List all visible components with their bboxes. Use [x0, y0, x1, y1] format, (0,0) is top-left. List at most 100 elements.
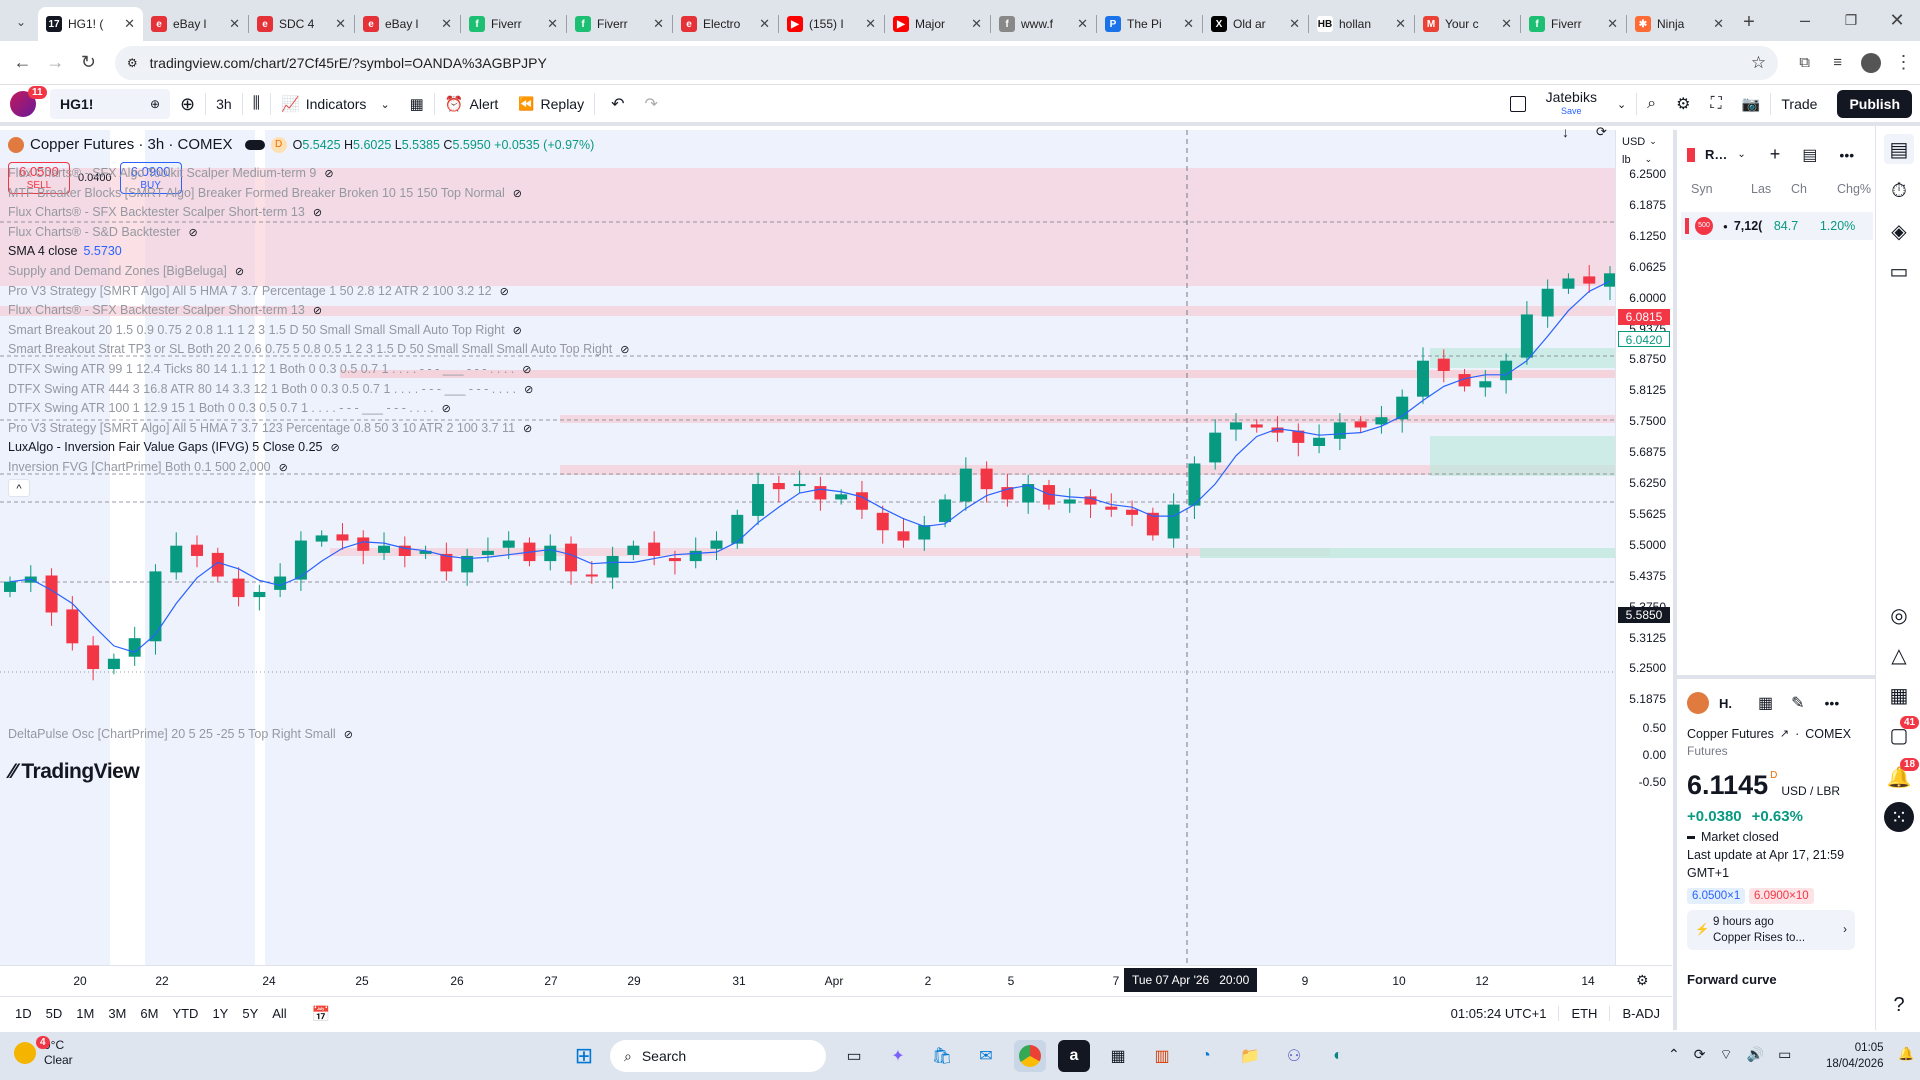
- tab-search-icon[interactable]: ⌄: [15, 15, 27, 29]
- notifications-bell-icon[interactable]: 🔔: [1886, 766, 1912, 789]
- browser-tab[interactable]: f Fiverr ✕: [567, 7, 672, 41]
- chevron-down-icon[interactable]: ⌄: [1737, 149, 1746, 160]
- browser-tab[interactable]: X Old ar ✕: [1203, 7, 1308, 41]
- help-icon[interactable]: ?: [1893, 993, 1905, 1016]
- hidden-eye-icon[interactable]: ⊘: [312, 305, 323, 318]
- news-card[interactable]: ⚡ 9 hours ago Copper Rises to... ›: [1687, 910, 1855, 950]
- indicator-label[interactable]: Flux Charts® - SFX Backtester Scalper Sh…: [8, 303, 323, 318]
- grid-icon[interactable]: ▦: [1758, 695, 1774, 712]
- publish-button[interactable]: Publish: [1837, 90, 1912, 118]
- apps-grid-icon[interactable]: ⁙: [1884, 802, 1914, 832]
- unit-selector[interactable]: lb ⌄: [1622, 154, 1653, 166]
- hidden-eye-icon[interactable]: ⊘: [343, 729, 353, 741]
- screener-icon[interactable]: △: [1891, 644, 1907, 667]
- watchlist-icon[interactable]: ▤: [1884, 134, 1914, 164]
- layout-name-button[interactable]: Jatebiks Save: [1536, 84, 1607, 124]
- indicators-button[interactable]: 📈 Indicators ⌄: [271, 84, 400, 124]
- tab-close-icon[interactable]: ✕: [1713, 16, 1724, 31]
- teams-icon[interactable]: ⚇: [1286, 1048, 1302, 1065]
- browser-tab[interactable]: e eBay l ✕: [143, 7, 248, 41]
- alert-button[interactable]: ⏰ Alert: [435, 84, 508, 124]
- system-tray[interactable]: ⌃ ⟳ ⌔ 🔊 ▭: [1668, 1046, 1791, 1064]
- range-button-ytd[interactable]: YTD: [172, 1006, 199, 1021]
- chat-icon[interactable]: ▭: [1889, 260, 1909, 283]
- external-link-icon[interactable]: ↗: [1779, 728, 1790, 740]
- indicator-label[interactable]: Flux Charts® - S&D Backtester ⊘: [8, 224, 198, 239]
- bookmark-star-icon[interactable]: ☆: [1750, 52, 1767, 72]
- photos-icon[interactable]: ◔: [1201, 1047, 1211, 1064]
- adjustment-button[interactable]: B-ADJ: [1609, 1006, 1672, 1021]
- tab-close-icon[interactable]: ✕: [971, 16, 982, 31]
- indicator-label[interactable]: Supply and Demand Zones [BigBeluga] ⊘: [8, 264, 245, 278]
- axis-settings-gear-icon[interactable]: ⚙: [1636, 972, 1649, 988]
- task-view-icon[interactable]: ▭: [846, 1048, 862, 1065]
- tab-close-icon[interactable]: ✕: [759, 16, 770, 31]
- watchlist-col-header[interactable]: Ch: [1791, 182, 1807, 196]
- back-icon[interactable]: ←: [13, 52, 32, 72]
- new-tab-button[interactable]: +: [1743, 10, 1755, 33]
- file-explorer-icon[interactable]: 📁: [1240, 1048, 1260, 1065]
- profile-avatar[interactable]: [1854, 46, 1887, 80]
- more-options-icon[interactable]: •••: [1839, 146, 1855, 163]
- tab-close-icon[interactable]: ✕: [441, 16, 452, 31]
- chrome-icon[interactable]: [1014, 1040, 1046, 1072]
- browser-tab[interactable]: f Fiverr ✕: [1521, 7, 1626, 41]
- hidden-eye-icon[interactable]: ⊘: [441, 403, 451, 416]
- indicator-label[interactable]: LuxAlgo - Inversion Fair Value Gaps (IFV…: [8, 440, 340, 455]
- hidden-eye-icon[interactable]: ⊘: [330, 442, 340, 455]
- currency-selector[interactable]: USD ⌄: [1622, 136, 1657, 148]
- outlook-icon[interactable]: ✉: [979, 1048, 993, 1065]
- watchlist-col-header[interactable]: Syn: [1691, 182, 1713, 196]
- trade-button[interactable]: Trade: [1781, 96, 1818, 112]
- tab-close-icon[interactable]: ✕: [1077, 16, 1088, 31]
- tab-close-icon[interactable]: ✕: [865, 16, 876, 31]
- symbol-search[interactable]: HG1! ⊕: [50, 89, 170, 119]
- browser-tab[interactable]: P The Pi ✕: [1097, 7, 1202, 41]
- notification-bell-icon[interactable]: 🔔: [1898, 1046, 1915, 1061]
- windows-start-icon[interactable]: ⊞: [574, 1043, 594, 1068]
- bid-badge[interactable]: 6.0500×1: [1687, 888, 1746, 904]
- browser-tab[interactable]: HB hollan ✕: [1309, 7, 1414, 41]
- indicator-label[interactable]: Flux Charts® - SFX Backtester Scalper Sh…: [8, 205, 323, 220]
- hidden-eye-icon[interactable]: ⊘: [312, 207, 323, 220]
- alerts-clock-icon[interactable]: ⏱: [1891, 179, 1907, 202]
- browser-menu-icon[interactable]: ⋮: [1894, 52, 1913, 72]
- object-tree-icon[interactable]: ◈: [1891, 220, 1907, 243]
- hidden-eye-icon[interactable]: ⊘: [234, 266, 245, 278]
- apps-icon[interactable]: ▦: [1110, 1048, 1126, 1065]
- compare-add-icon[interactable]: ⊕: [180, 93, 196, 114]
- tab-close-icon[interactable]: ✕: [335, 16, 346, 31]
- hidden-eye-icon[interactable]: ⊘: [278, 462, 288, 474]
- calendar-icon[interactable]: ▦: [1889, 684, 1909, 707]
- more-options-icon[interactable]: •••: [1824, 695, 1840, 711]
- tab-close-icon[interactable]: ✕: [229, 16, 240, 31]
- details-name[interactable]: Copper Futures: [1687, 727, 1774, 741]
- reload-icon[interactable]: ↻: [80, 52, 96, 72]
- templates-icon[interactable]: ▦: [409, 96, 424, 113]
- hidden-eye-icon[interactable]: ⊘: [524, 383, 534, 396]
- price-chart-svg[interactable]: [0, 130, 1615, 965]
- browser-tab[interactable]: e SDC 4 ✕: [249, 7, 354, 41]
- watchlist-row[interactable]: 500 ● 7,12( 84.7 1.20%: [1681, 212, 1873, 240]
- tab-close-icon[interactable]: ✕: [653, 16, 664, 31]
- minimize-button[interactable]: –: [1799, 9, 1810, 30]
- range-button-3m[interactable]: 3M: [108, 1006, 127, 1021]
- hidden-eye-icon[interactable]: ⊘: [523, 422, 533, 435]
- range-button-1y[interactable]: 1Y: [212, 1006, 229, 1021]
- site-info-icon[interactable]: ⚙: [126, 55, 138, 70]
- weather-widget[interactable]: 4 9°C Clear: [14, 1036, 73, 1068]
- tab-close-icon[interactable]: ✕: [1395, 16, 1406, 31]
- hidden-eye-icon[interactable]: ⊘: [620, 344, 630, 357]
- browser-tab[interactable]: f www.f ✕: [991, 7, 1096, 41]
- taskbar-clock[interactable]: 01:05 18/04/2026: [1826, 1042, 1884, 1070]
- tab-close-icon[interactable]: ✕: [1183, 16, 1194, 31]
- amazon-icon[interactable]: a: [1058, 1040, 1090, 1072]
- range-button-all[interactable]: All: [272, 1006, 287, 1021]
- hidden-eye-icon[interactable]: ⊘: [522, 364, 532, 376]
- close-window-button[interactable]: ✕: [1889, 9, 1905, 30]
- browser-tab[interactable]: ▶ (155) I ✕: [779, 7, 884, 41]
- watchlist-col-header[interactable]: Chg%: [1837, 182, 1872, 196]
- ask-badge[interactable]: 6.0900×10: [1749, 888, 1814, 904]
- layout-checkbox-icon[interactable]: [1500, 84, 1536, 124]
- tab-close-icon[interactable]: ✕: [1607, 16, 1618, 31]
